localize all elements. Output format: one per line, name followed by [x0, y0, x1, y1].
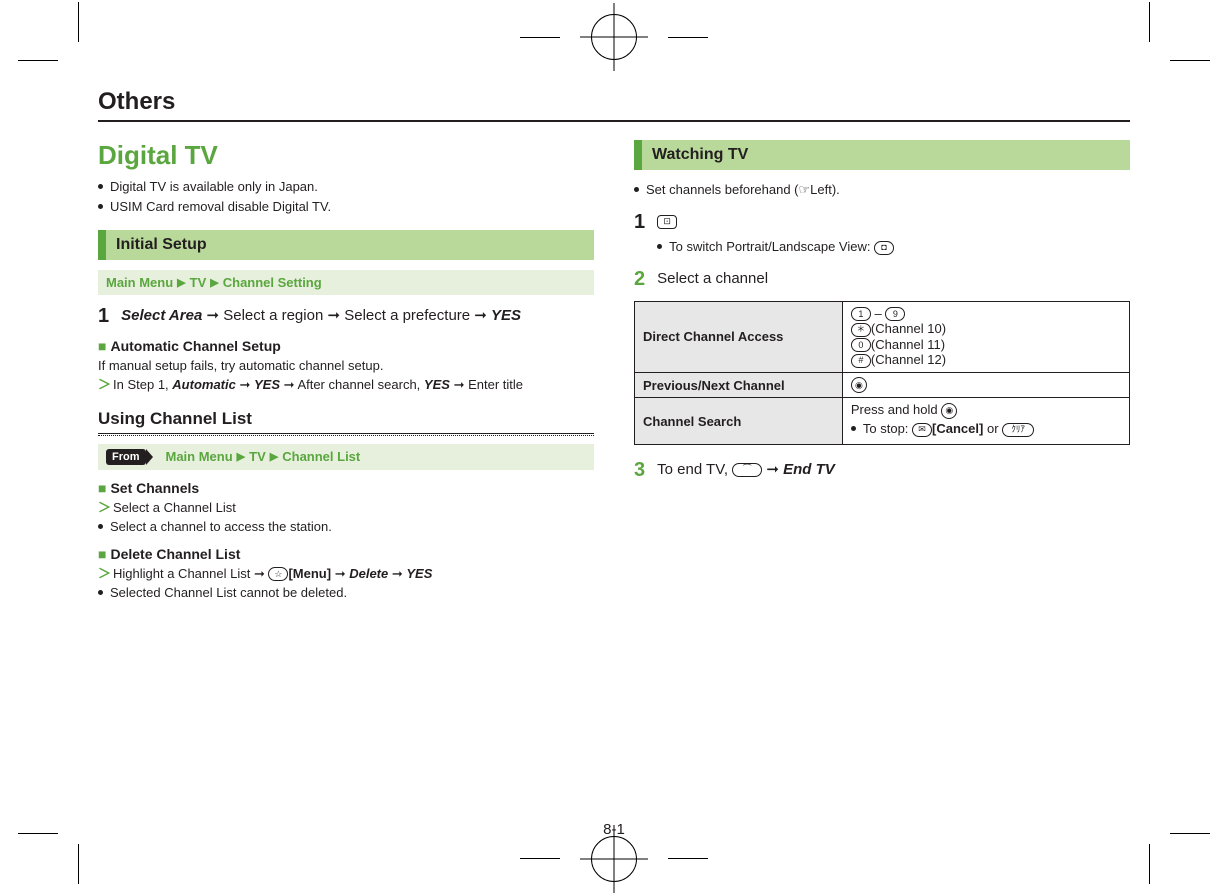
sub-heading: ■Automatic Channel Setup — [98, 338, 594, 354]
step-body: Select Area ➞ Select a region ➞ Select a… — [121, 305, 594, 328]
sub-heading: ■Set Channels — [98, 480, 594, 496]
square-bullet-icon: ■ — [98, 546, 106, 562]
step-number: 2 — [634, 268, 645, 291]
body-bullet: Select a channel to access the station. — [98, 517, 594, 538]
breadcrumb-part: TV — [190, 275, 207, 290]
right-column: Watching TV Set channels beforehand (☞Le… — [634, 140, 1130, 604]
numkey-icon: ＊ — [851, 323, 871, 337]
arrow-icon: ➞ — [766, 461, 783, 478]
step-3: 3 To end TV, ⏜ ➞ End TV — [634, 459, 1130, 482]
breadcrumb: Main Menu ▶ TV ▶ Channel Setting — [98, 270, 594, 295]
arrow-icon: ➞ — [454, 377, 469, 392]
numkey-icon: 9 — [885, 307, 905, 321]
table-row: Direct Channel Access 1 – 9 ＊(Channel 10… — [635, 301, 1130, 372]
step-1: 1 ⊡ To switch Portrait/Landscape View: ◘ — [634, 211, 1130, 258]
page-number: 8-1 — [603, 821, 625, 838]
sub-heading: ■Delete Channel List — [98, 546, 594, 562]
page-content: Others Digital TV Digital TV is availabl… — [98, 88, 1130, 846]
body-text: ＞Highlight a Channel List ➞ ☆[Menu] ➞ De… — [98, 564, 594, 584]
section-bar-initial-setup: Initial Setup — [98, 230, 594, 260]
arrow-icon: ➞ — [254, 566, 269, 581]
arrow-icon: ➞ — [239, 377, 254, 392]
arrow-icon: ➞ — [474, 307, 491, 324]
step-body: To end TV, ⏜ ➞ End TV — [657, 459, 1130, 482]
chevron-right-icon: ▶ — [210, 276, 218, 289]
chevron-right-icon: ▶ — [270, 450, 278, 463]
arrow-icon: ➞ — [335, 566, 350, 581]
numkey-icon: # — [851, 354, 871, 368]
arrow-icon: ➞ — [327, 307, 344, 324]
intro-bullet: USIM Card removal disable Digital TV. — [98, 197, 594, 217]
chevron-right-icon: ＞ — [98, 500, 111, 515]
columns: Digital TV Digital TV is available only … — [98, 140, 1130, 604]
numkey-icon: 0 — [851, 338, 871, 352]
main-title: Digital TV — [98, 140, 594, 171]
step-2: 2 Select a channel — [634, 268, 1130, 291]
step-number: 1 — [634, 211, 645, 258]
body-bullet: Set channels beforehand (☞Left). — [634, 180, 1130, 201]
body-text: ＞In Step 1, Automatic ➞ YES ➞ After chan… — [98, 375, 594, 395]
table-cell-label: Previous/Next Channel — [635, 372, 843, 398]
table-row: Previous/Next Channel ◉ — [635, 372, 1130, 398]
nav-round-icon: ◉ — [851, 377, 867, 393]
breadcrumb-part: Main Menu — [166, 449, 233, 464]
from-badge: From — [106, 449, 146, 465]
body-text: If manual setup fails, try automatic cha… — [98, 356, 594, 376]
chevron-right-icon: ▶ — [237, 450, 245, 463]
step-number: 1 — [98, 305, 109, 328]
step-body: Select a channel — [657, 268, 1130, 291]
square-bullet-icon: ■ — [98, 338, 106, 354]
table-cell-label: Channel Search — [635, 398, 843, 444]
sub-section-heading: Using Channel List — [98, 409, 594, 434]
square-bullet-icon: ■ — [98, 480, 106, 496]
breadcrumb-part: Channel Setting — [223, 275, 322, 290]
arrow-icon: ➞ — [206, 307, 223, 324]
body-text: ＞Select a Channel List — [98, 498, 594, 518]
breadcrumb: From Main Menu ▶ TV ▶ Channel List — [98, 444, 594, 470]
table-cell: Press and hold ◉ To stop: ✉[Cancel] or ｸ… — [842, 398, 1129, 444]
body-bullet: To switch Portrait/Landscape View: ◘ — [657, 237, 1130, 258]
nav-round-icon: ◉ — [941, 403, 957, 419]
body-bullet: Selected Channel List cannot be deleted. — [98, 583, 594, 604]
intro-bullets: Digital TV is available only in Japan. U… — [98, 177, 594, 216]
page-header: Others — [98, 88, 1130, 122]
chevron-right-icon: ＞ — [98, 377, 111, 392]
left-column: Digital TV Digital TV is available only … — [98, 140, 594, 604]
step-1: 1 Select Area ➞ Select a region ➞ Select… — [98, 305, 594, 328]
clear-key-icon: ｸﾘｱ — [1002, 423, 1034, 437]
arrow-icon: ➞ — [284, 377, 298, 392]
step-body: ⊡ To switch Portrait/Landscape View: ◘ — [657, 211, 1130, 258]
arrow-icon: ➞ — [392, 566, 407, 581]
tv-key-icon: ⊡ — [657, 215, 677, 229]
table-cell-label: Direct Channel Access — [635, 301, 843, 372]
numkey-icon: 1 — [851, 307, 871, 321]
mail-key-icon: ✉ — [912, 423, 932, 437]
breadcrumb-part: Main Menu — [106, 275, 173, 290]
section-bar-watching-tv: Watching TV — [634, 140, 1130, 170]
chevron-right-icon: ▶ — [177, 276, 185, 289]
step-number: 3 — [634, 459, 645, 482]
breadcrumb-part: TV — [249, 449, 266, 464]
table-row: Channel Search Press and hold ◉ To stop:… — [635, 398, 1130, 444]
table-cell: ◉ — [842, 372, 1129, 398]
channel-table: Direct Channel Access 1 – 9 ＊(Channel 10… — [634, 301, 1130, 445]
intro-bullet: Digital TV is available only in Japan. — [98, 177, 594, 197]
softkey-icon: ☆ — [268, 567, 288, 581]
breadcrumb-part: Channel List — [282, 449, 360, 464]
end-key-icon: ⏜ — [732, 463, 762, 477]
chevron-right-icon: ＞ — [98, 566, 111, 581]
table-cell: 1 – 9 ＊(Channel 10) 0(Channel 11) #(Chan… — [842, 301, 1129, 372]
body-bullet: To stop: ✉[Cancel] or ｸﾘｱ — [851, 419, 1121, 440]
pointer-icon: ☞ — [799, 182, 811, 197]
camera-key-icon: ◘ — [874, 241, 894, 255]
